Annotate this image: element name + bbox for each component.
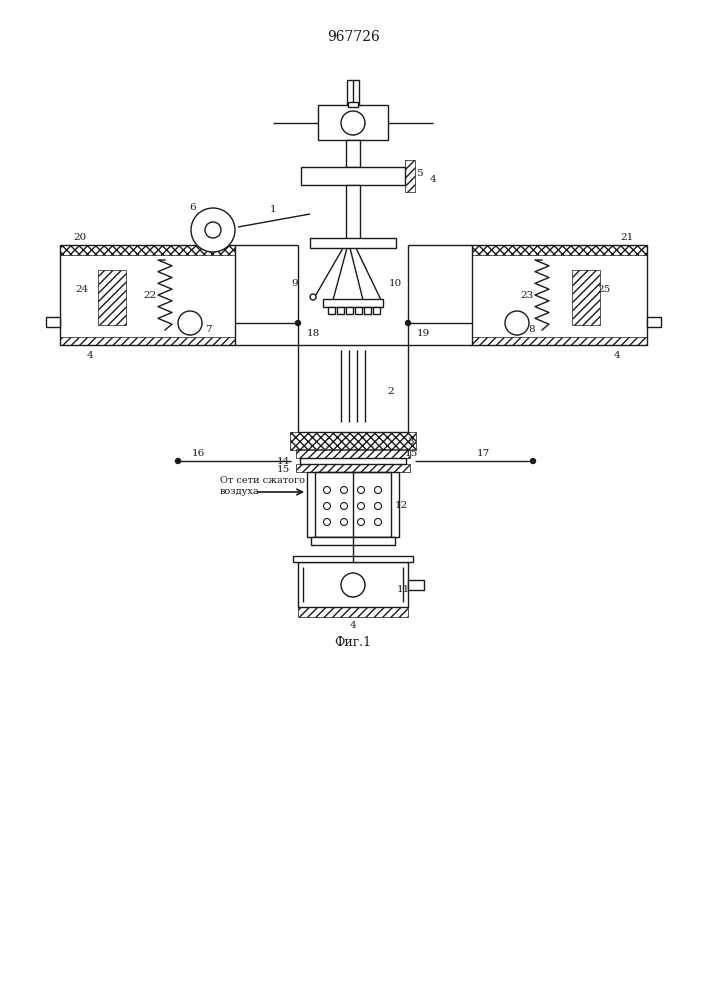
Circle shape xyxy=(375,518,382,526)
Text: 11: 11 xyxy=(397,585,409,594)
Text: 16: 16 xyxy=(192,448,204,458)
Bar xyxy=(647,317,661,327)
Circle shape xyxy=(505,311,529,335)
Circle shape xyxy=(191,208,235,252)
Text: 25: 25 xyxy=(597,286,611,294)
Bar xyxy=(373,307,380,314)
Bar xyxy=(408,580,424,590)
Circle shape xyxy=(341,518,348,526)
Bar xyxy=(290,432,416,450)
Text: 14: 14 xyxy=(276,456,290,466)
Bar xyxy=(307,472,399,537)
Bar xyxy=(572,270,600,325)
Text: 967726: 967726 xyxy=(327,30,380,44)
Bar xyxy=(337,307,344,314)
Circle shape xyxy=(341,111,365,135)
Text: 22: 22 xyxy=(144,290,157,300)
Bar xyxy=(355,307,362,314)
Bar xyxy=(364,307,371,314)
Circle shape xyxy=(341,573,365,597)
Text: 4: 4 xyxy=(614,351,620,360)
Bar xyxy=(296,464,410,472)
Text: 10: 10 xyxy=(388,278,402,288)
Bar xyxy=(98,270,126,325)
Text: 18: 18 xyxy=(306,328,320,338)
Text: От сети сжатого
воздуха: От сети сжатого воздуха xyxy=(220,476,305,496)
Text: 4: 4 xyxy=(350,620,356,630)
Text: Фиг.1: Фиг.1 xyxy=(334,636,372,648)
Text: 24: 24 xyxy=(76,286,88,294)
Text: 5: 5 xyxy=(416,168,422,178)
Bar xyxy=(328,307,335,314)
Circle shape xyxy=(406,320,411,326)
Text: 23: 23 xyxy=(520,290,534,300)
Bar xyxy=(298,562,408,607)
Bar xyxy=(348,102,358,107)
Bar xyxy=(310,238,396,248)
Bar xyxy=(298,607,408,617)
Circle shape xyxy=(375,487,382,493)
Text: 2: 2 xyxy=(387,387,395,396)
Bar xyxy=(347,80,359,105)
Bar xyxy=(405,160,415,192)
Bar xyxy=(323,299,383,307)
Bar xyxy=(300,458,406,464)
Circle shape xyxy=(324,502,330,510)
Bar xyxy=(60,245,235,255)
Circle shape xyxy=(310,294,316,300)
Bar xyxy=(60,337,235,345)
Text: 4: 4 xyxy=(87,351,93,360)
Bar xyxy=(346,185,360,240)
Text: 9: 9 xyxy=(292,278,298,288)
Text: 6: 6 xyxy=(189,202,197,212)
Circle shape xyxy=(358,518,365,526)
Text: 4: 4 xyxy=(430,176,436,184)
Circle shape xyxy=(530,458,535,464)
Text: 7: 7 xyxy=(205,326,211,334)
Circle shape xyxy=(296,320,300,326)
Circle shape xyxy=(324,487,330,493)
Text: 19: 19 xyxy=(416,328,430,338)
Circle shape xyxy=(205,222,221,238)
Bar xyxy=(298,345,408,432)
Bar xyxy=(472,245,647,345)
Bar xyxy=(311,537,395,545)
Text: 12: 12 xyxy=(395,500,408,510)
Bar xyxy=(346,140,360,167)
Bar xyxy=(46,317,60,327)
Bar xyxy=(315,472,391,537)
Bar xyxy=(472,245,647,255)
Circle shape xyxy=(341,502,348,510)
Circle shape xyxy=(341,487,348,493)
Text: 15: 15 xyxy=(404,450,418,458)
Bar xyxy=(472,337,647,345)
Text: 1: 1 xyxy=(269,206,276,215)
Bar xyxy=(293,556,413,562)
Text: 15: 15 xyxy=(276,466,290,475)
Text: 3: 3 xyxy=(408,436,414,446)
Circle shape xyxy=(175,458,180,464)
Circle shape xyxy=(358,502,365,510)
Circle shape xyxy=(375,502,382,510)
Bar xyxy=(301,167,405,185)
Circle shape xyxy=(358,487,365,493)
Text: 21: 21 xyxy=(620,232,633,241)
Text: 20: 20 xyxy=(74,232,87,241)
Circle shape xyxy=(178,311,202,335)
Circle shape xyxy=(324,518,330,526)
Bar xyxy=(60,245,235,345)
Text: 8: 8 xyxy=(529,326,535,334)
Bar xyxy=(346,307,353,314)
Text: 17: 17 xyxy=(477,448,490,458)
Bar xyxy=(318,105,388,140)
Bar xyxy=(296,449,410,458)
